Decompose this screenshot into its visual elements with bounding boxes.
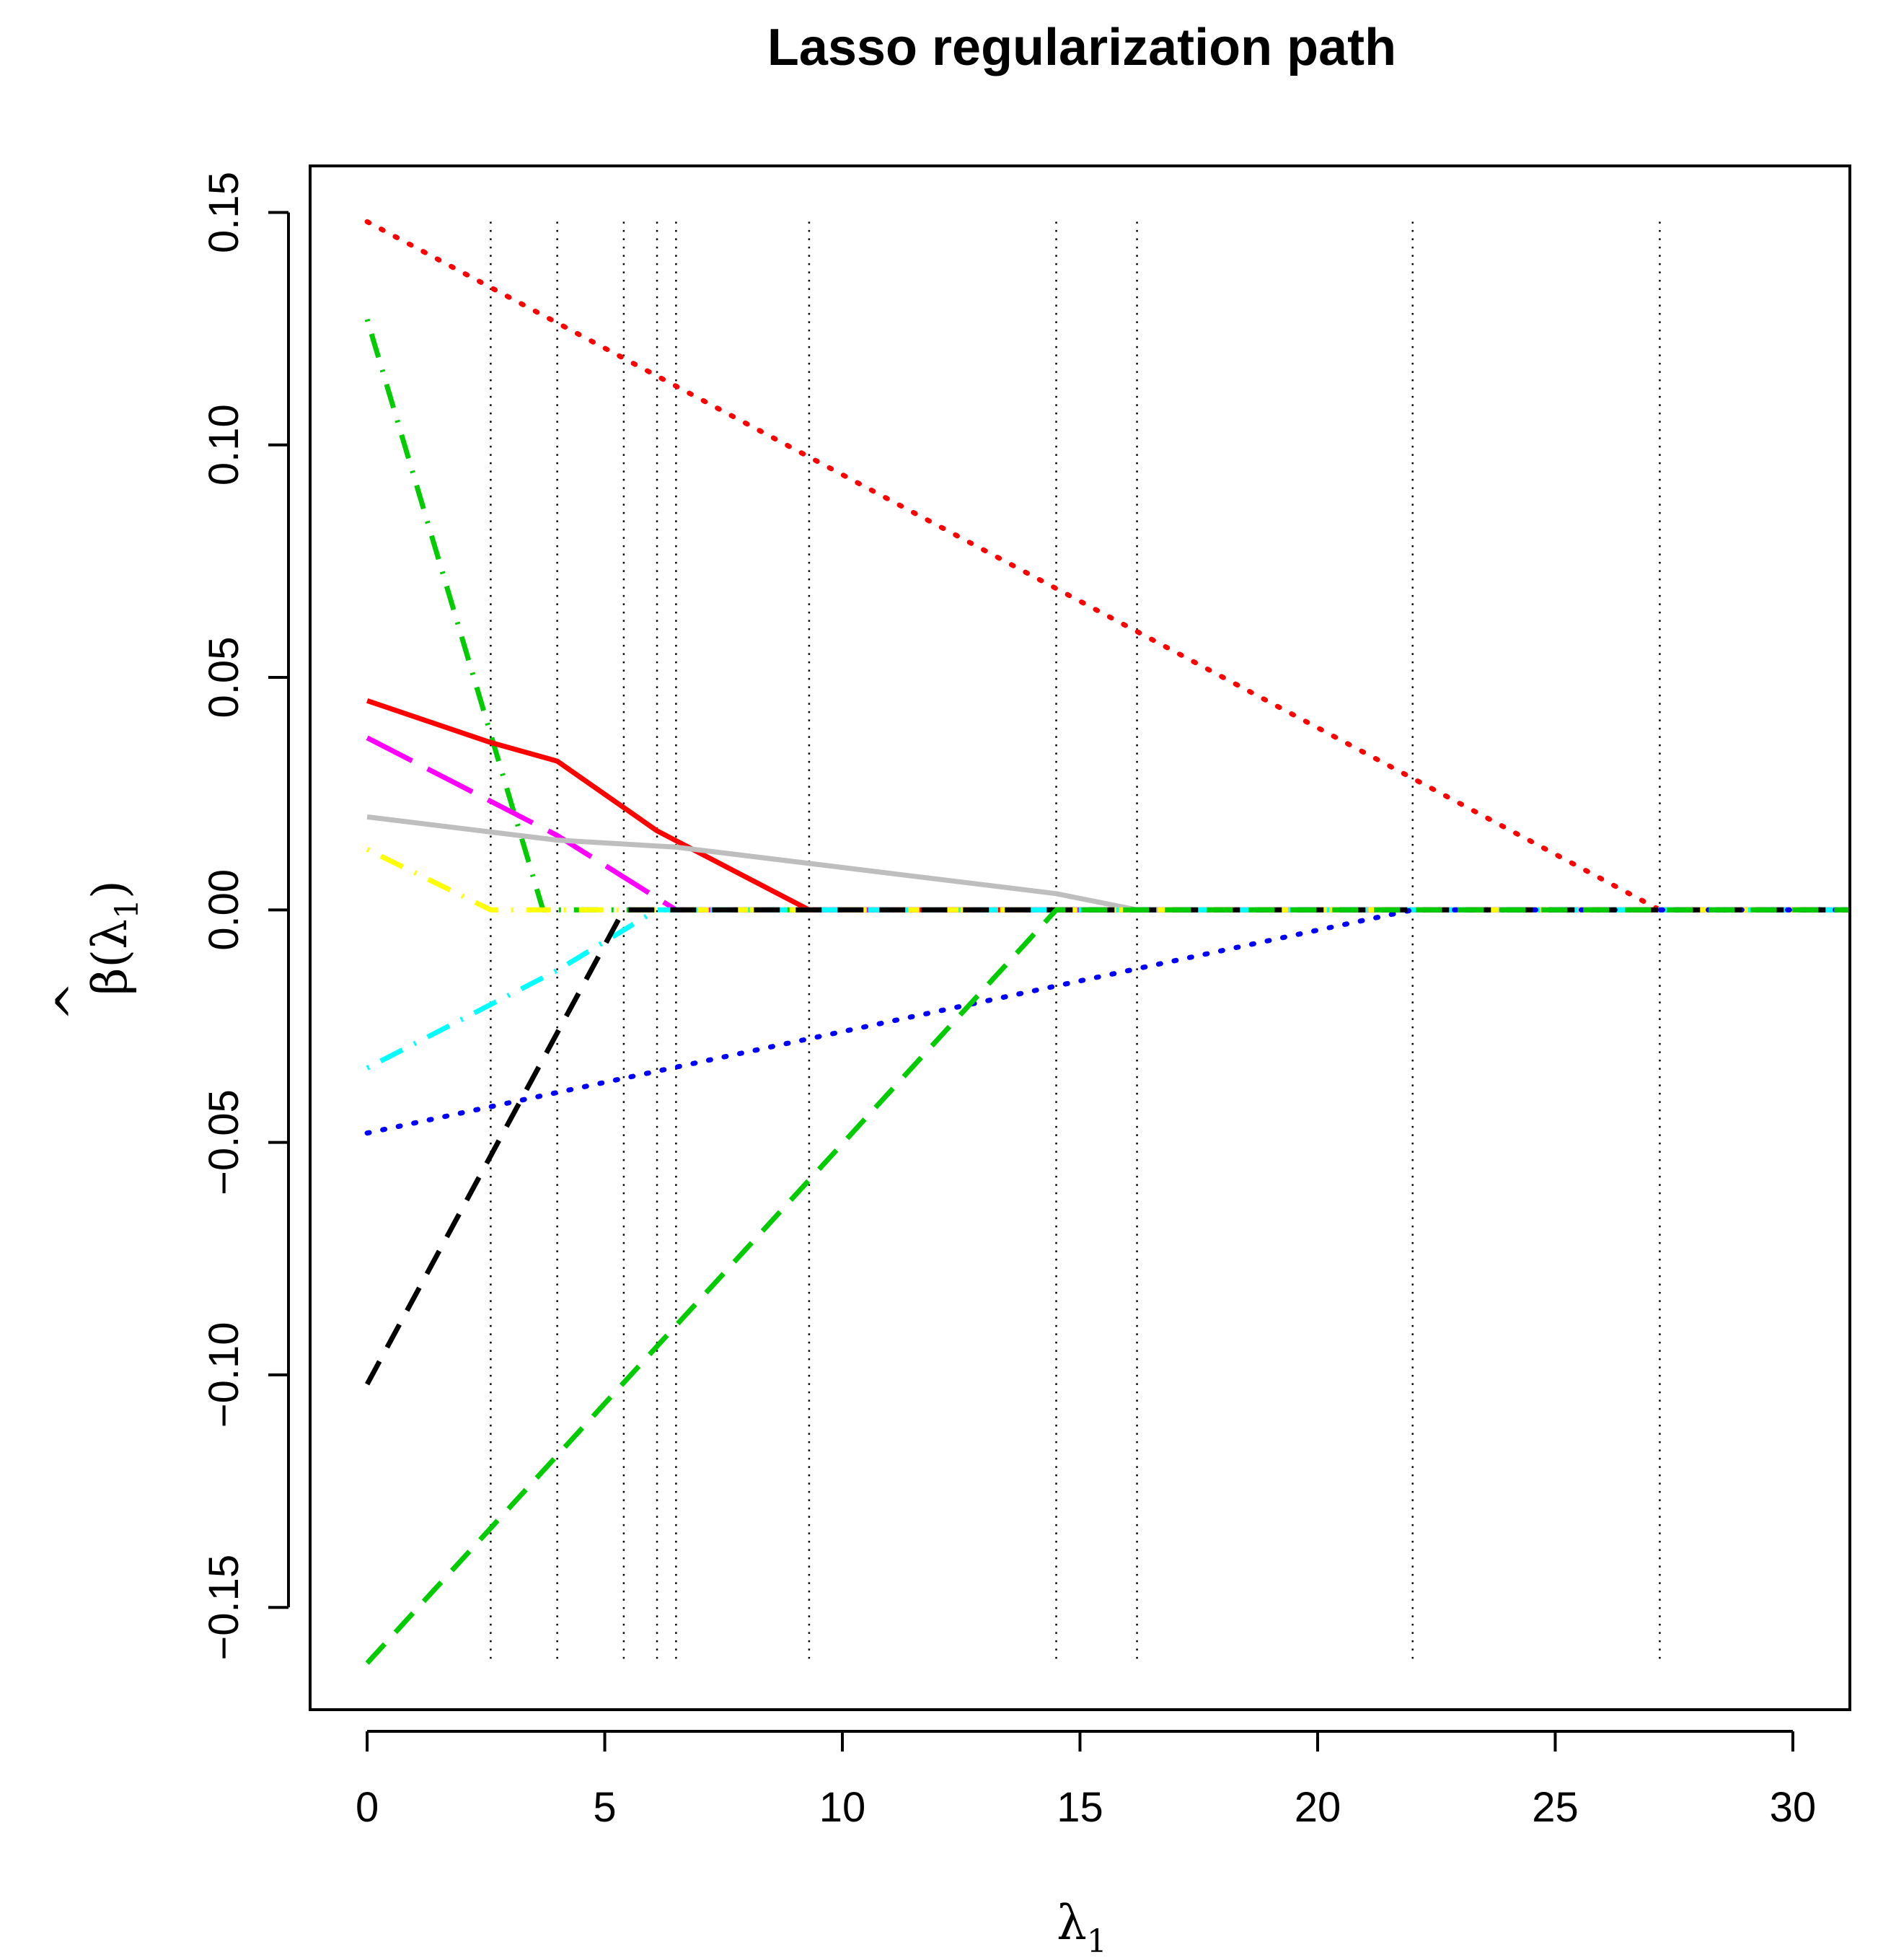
y-axis-label-text: β(λ1) [82, 880, 146, 996]
y-axis-label: ^ β(λ1) [46, 880, 146, 1021]
series-line-5 [366, 814, 1850, 913]
y-axis-label-subscript: 1 [109, 899, 146, 919]
y-axis-label-hat: ^ [46, 981, 102, 1021]
chart-title: Lasso regularization path [767, 19, 1396, 76]
series-layer [364, 219, 1853, 1665]
x-tick-label: 15 [1057, 1784, 1103, 1831]
x-tick-label: 10 [819, 1784, 866, 1831]
y-tick-label: 0.05 [200, 637, 247, 718]
x-tick-label: 5 [593, 1784, 616, 1831]
series-line-4 [366, 735, 1850, 913]
x-tick-label: 0 [356, 1784, 379, 1831]
y-axis-label-main: β(λ [82, 919, 138, 996]
series-line-10 [365, 907, 1850, 1665]
y-axis: −0.15 −0.10 −0.05 0.00 0.05 0.10 0.15 [200, 172, 290, 1661]
series-line-8 [364, 907, 1853, 1136]
x-axis: 0 5 10 15 20 25 30 [356, 1730, 1817, 1831]
series-line-1 [364, 219, 1853, 913]
x-axis-label-main: λ [1057, 1895, 1087, 1951]
x-axis-label-subscript: 1 [1087, 1923, 1107, 1960]
x-tick-label: 30 [1770, 1784, 1817, 1831]
y-tick-label: −0.10 [200, 1322, 247, 1428]
y-axis-label-close: ) [82, 880, 138, 899]
vertical-reference-lines [490, 221, 1661, 1664]
plot-frame [309, 164, 1851, 1711]
x-axis-label: λ1 [1057, 1895, 1107, 1960]
x-tick-label: 25 [1532, 1784, 1579, 1831]
y-tick-label: 0.10 [200, 404, 247, 485]
x-tick-label: 20 [1295, 1784, 1341, 1831]
y-tick-label: 0.00 [200, 869, 247, 951]
series-line-9 [365, 907, 1850, 1386]
y-tick-label: −0.05 [200, 1089, 247, 1195]
series-line-3 [366, 698, 1850, 913]
y-tick-label: −0.15 [200, 1555, 247, 1661]
y-tick-label: 0.15 [200, 172, 247, 253]
series-line-6 [366, 847, 1850, 913]
series-line-7 [366, 907, 1850, 1071]
